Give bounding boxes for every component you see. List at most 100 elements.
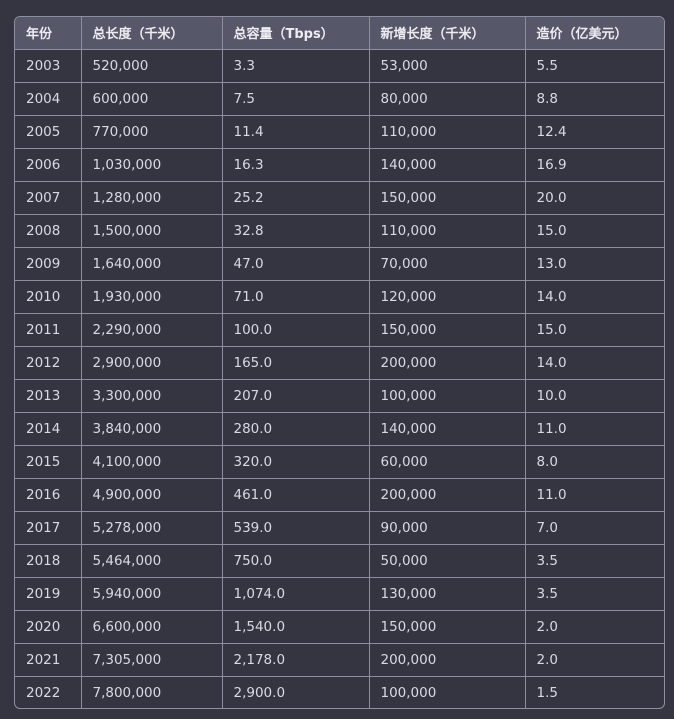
total-length-cell: 1,500,000	[81, 214, 223, 248]
new-length-cell: 200,000	[369, 478, 526, 512]
cost-cell: 12.4	[525, 115, 664, 149]
total-length-cell: 770,000	[81, 115, 223, 149]
total-capacity-cell: 32.8	[222, 214, 370, 248]
new-length-cell: 150,000	[369, 313, 526, 347]
new-length-cell: 120,000	[369, 280, 526, 314]
table-row: 2015 4,100,000 320.0 60,000 8.0	[15, 445, 664, 479]
year-cell: 2003	[15, 49, 82, 83]
total-capacity-cell: 165.0	[222, 346, 370, 380]
cost-cell: 10.0	[525, 379, 664, 413]
total-capacity-cell: 461.0	[222, 478, 370, 512]
year-cell: 2009	[15, 247, 82, 281]
column-header-new-length: 新增长度（千米）	[369, 17, 526, 50]
table-row: 2012 2,900,000 165.0 200,000 14.0	[15, 346, 664, 380]
year-cell: 2020	[15, 610, 82, 644]
year-cell: 2014	[15, 412, 82, 446]
new-length-cell: 200,000	[369, 643, 526, 677]
cost-cell: 3.5	[525, 544, 664, 578]
table-header: 年份 总长度（千米） 总容量（Tbps） 新增长度（千米） 造价（亿美元）	[15, 17, 664, 50]
cost-cell: 8.8	[525, 82, 664, 116]
cost-cell: 14.0	[525, 280, 664, 314]
year-cell: 2010	[15, 280, 82, 314]
year-cell: 2005	[15, 115, 82, 149]
cost-cell: 15.0	[525, 214, 664, 248]
new-length-cell: 100,000	[369, 676, 526, 708]
column-header-year: 年份	[15, 17, 82, 50]
table-row: 2010 1,930,000 71.0 120,000 14.0	[15, 280, 664, 314]
table-row: 2003 520,000 3.3 53,000 5.5	[15, 49, 664, 83]
table-row: 2008 1,500,000 32.8 110,000 15.0	[15, 214, 664, 248]
table-header-row: 年份 总长度（千米） 总容量（Tbps） 新增长度（千米） 造价（亿美元）	[15, 17, 664, 50]
table-row: 2009 1,640,000 47.0 70,000 13.0	[15, 247, 664, 281]
total-length-cell: 6,600,000	[81, 610, 223, 644]
cost-cell: 2.0	[525, 643, 664, 677]
year-cell: 2011	[15, 313, 82, 347]
total-length-cell: 4,100,000	[81, 445, 223, 479]
table-row: 2017 5,278,000 539.0 90,000 7.0	[15, 511, 664, 545]
table-row: 2004 600,000 7.5 80,000 8.8	[15, 82, 664, 116]
data-table: 年份 总长度（千米） 总容量（Tbps） 新增长度（千米） 造价（亿美元） 20…	[15, 17, 664, 708]
total-capacity-cell: 2,900.0	[222, 676, 370, 708]
total-capacity-cell: 1,540.0	[222, 610, 370, 644]
total-capacity-cell: 280.0	[222, 412, 370, 446]
column-header-total-capacity: 总容量（Tbps）	[222, 17, 370, 50]
new-length-cell: 50,000	[369, 544, 526, 578]
total-capacity-cell: 71.0	[222, 280, 370, 314]
table-row: 2006 1,030,000 16.3 140,000 16.9	[15, 148, 664, 182]
year-cell: 2021	[15, 643, 82, 677]
total-length-cell: 5,464,000	[81, 544, 223, 578]
table-row: 2021 7,305,000 2,178.0 200,000 2.0	[15, 643, 664, 677]
table-row: 2011 2,290,000 100.0 150,000 15.0	[15, 313, 664, 347]
table-row: 2013 3,300,000 207.0 100,000 10.0	[15, 379, 664, 413]
new-length-cell: 200,000	[369, 346, 526, 380]
year-cell: 2007	[15, 181, 82, 215]
year-cell: 2012	[15, 346, 82, 380]
total-capacity-cell: 11.4	[222, 115, 370, 149]
year-cell: 2022	[15, 676, 82, 708]
total-length-cell: 5,940,000	[81, 577, 223, 611]
cost-cell: 5.5	[525, 49, 664, 83]
table-row: 2014 3,840,000 280.0 140,000 11.0	[15, 412, 664, 446]
cost-cell: 16.9	[525, 148, 664, 182]
year-cell: 2016	[15, 478, 82, 512]
year-cell: 2006	[15, 148, 82, 182]
table-body: 2003 520,000 3.3 53,000 5.5 2004 600,000 7.5 80,…	[15, 49, 664, 708]
total-length-cell: 3,840,000	[81, 412, 223, 446]
total-length-cell: 4,900,000	[81, 478, 223, 512]
cost-cell: 13.0	[525, 247, 664, 281]
new-length-cell: 110,000	[369, 115, 526, 149]
table-row: 2005 770,000 11.4 110,000 12.4	[15, 115, 664, 149]
cost-cell: 3.5	[525, 577, 664, 611]
new-length-cell: 150,000	[369, 181, 526, 215]
data-table-container: 年份 总长度（千米） 总容量（Tbps） 新增长度（千米） 造价（亿美元） 20…	[14, 16, 665, 709]
total-length-cell: 2,290,000	[81, 313, 223, 347]
table-row: 2016 4,900,000 461.0 200,000 11.0	[15, 478, 664, 512]
total-length-cell: 600,000	[81, 82, 223, 116]
cost-cell: 11.0	[525, 412, 664, 446]
new-length-cell: 90,000	[369, 511, 526, 545]
new-length-cell: 100,000	[369, 379, 526, 413]
new-length-cell: 130,000	[369, 577, 526, 611]
total-length-cell: 1,640,000	[81, 247, 223, 281]
column-header-total-length: 总长度（千米）	[81, 17, 223, 50]
total-length-cell: 1,030,000	[81, 148, 223, 182]
cost-cell: 20.0	[525, 181, 664, 215]
total-capacity-cell: 1,074.0	[222, 577, 370, 611]
total-capacity-cell: 100.0	[222, 313, 370, 347]
new-length-cell: 80,000	[369, 82, 526, 116]
new-length-cell: 53,000	[369, 49, 526, 83]
total-length-cell: 520,000	[81, 49, 223, 83]
cost-cell: 7.0	[525, 511, 664, 545]
total-capacity-cell: 750.0	[222, 544, 370, 578]
year-cell: 2017	[15, 511, 82, 545]
year-cell: 2019	[15, 577, 82, 611]
table-row: 2018 5,464,000 750.0 50,000 3.5	[15, 544, 664, 578]
total-length-cell: 1,930,000	[81, 280, 223, 314]
cost-cell: 15.0	[525, 313, 664, 347]
total-length-cell: 7,305,000	[81, 643, 223, 677]
total-capacity-cell: 2,178.0	[222, 643, 370, 677]
total-capacity-cell: 320.0	[222, 445, 370, 479]
new-length-cell: 140,000	[369, 148, 526, 182]
year-cell: 2015	[15, 445, 82, 479]
new-length-cell: 150,000	[369, 610, 526, 644]
